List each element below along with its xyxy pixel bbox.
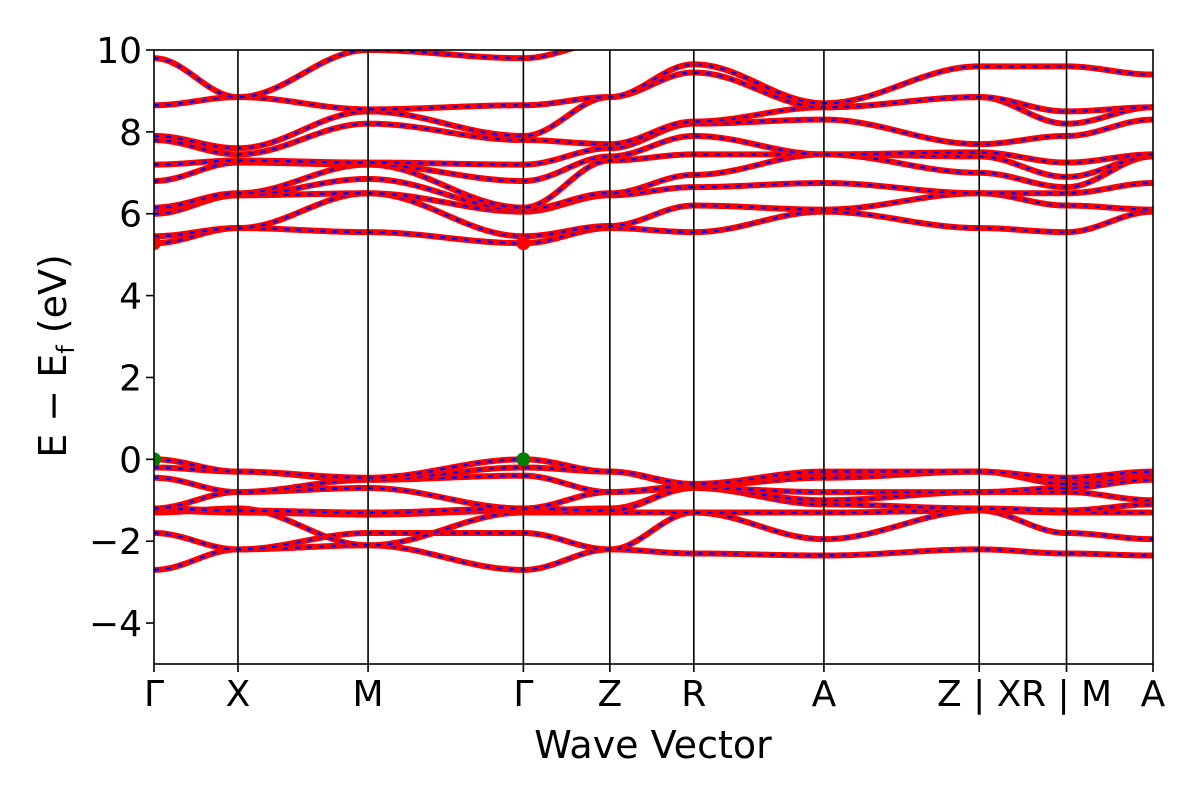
x-tick-label: R [681, 674, 706, 715]
x-tick-label: A [812, 674, 837, 715]
cbm-marker [154, 236, 161, 251]
plot-frame [153, 49, 1154, 665]
band-line-overlay [154, 544, 1153, 572]
x-tick-label: Γ [513, 674, 533, 715]
vbm-marker [516, 452, 531, 467]
y-tick-label: −2 [89, 522, 142, 563]
x-tick-label: M [353, 674, 384, 715]
y-axis-label: E − Ef (eV) [31, 254, 80, 458]
band-line-overlay [154, 153, 1153, 211]
vbm-marker [154, 452, 161, 467]
x-tick-label: R | M [1021, 674, 1112, 715]
bands-group [154, 50, 1153, 573]
x-tick-label: Z | X [937, 674, 1021, 715]
x-tick-label: Γ [144, 674, 164, 715]
y-tick-label: −4 [89, 604, 142, 645]
x-tick-label: X [226, 674, 251, 715]
x-axis-label: Wave Vector [534, 723, 772, 767]
y-axis-label-main: E − E [31, 354, 75, 458]
y-axis-label-unit: (eV) [31, 254, 75, 345]
y-tick-label: 10 [96, 31, 142, 72]
band-line-overlay [154, 118, 1153, 166]
extrema-markers [154, 236, 531, 467]
y-axis-label-subscript: f [52, 345, 80, 354]
band-line [154, 456, 1153, 487]
band-line [154, 180, 1153, 217]
x-tick-label: Z [598, 674, 623, 715]
band-line [154, 190, 1153, 240]
x-tick-label: A [1141, 674, 1166, 715]
y-tick-label: 4 [119, 277, 142, 318]
band-line [154, 208, 1153, 247]
band-line-overlay [154, 95, 1153, 156]
y-tick-label: 2 [119, 358, 142, 399]
cbm-marker [516, 236, 531, 251]
band-line [154, 50, 578, 101]
y-tick-label: 0 [119, 440, 142, 481]
band-line-overlay [154, 71, 1153, 150]
band-line-overlay [154, 509, 1153, 551]
y-tick-label: 6 [119, 195, 142, 236]
y-axis-ticks: −4 −2 0 2 4 6 8 10 [89, 31, 154, 645]
band-line-overlay [154, 134, 1153, 183]
high-symmetry-lines [237, 50, 1068, 664]
band-line-overlay [154, 63, 1153, 111]
band-line [154, 151, 1153, 211]
y-tick-label: 8 [119, 113, 142, 154]
